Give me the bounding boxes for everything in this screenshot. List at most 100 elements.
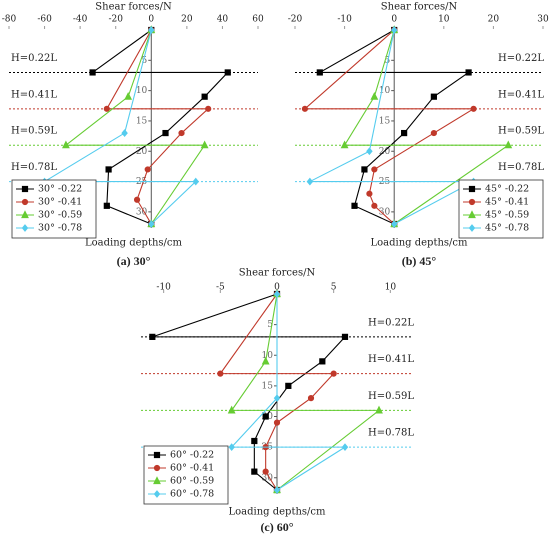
chart: Shear forces/N -80 -60 -40 -20 0 20 40 60 5 10 15 20…: [2, 2, 264, 268]
marker: [192, 177, 200, 186]
legend-label: 45° -0.22: [485, 184, 529, 195]
marker: [504, 140, 513, 149]
marker: [330, 370, 337, 377]
x-tick-label: -20: [288, 15, 303, 25]
marker: [217, 370, 224, 377]
y-tick-label: 30: [379, 207, 391, 217]
marker: [273, 486, 281, 494]
marker: [251, 437, 258, 445]
legend-marker: [468, 224, 476, 232]
marker: [390, 26, 398, 34]
marker: [366, 190, 373, 197]
marker: [162, 129, 169, 137]
marker: [144, 166, 151, 173]
x-tick-label: -60: [37, 15, 52, 25]
marker: [351, 202, 358, 209]
level-label: H=0.78L: [498, 162, 544, 173]
y-tick-label: 10: [136, 86, 148, 96]
marker: [371, 202, 378, 209]
marker: [273, 394, 281, 403]
series-line: [317, 29, 471, 225]
marker: [124, 91, 133, 100]
legend-marker: [153, 490, 161, 498]
x-tick-label: 30: [537, 15, 549, 25]
marker: [430, 93, 437, 100]
y-tick-label: 10: [379, 86, 391, 96]
marker: [62, 140, 70, 149]
legend-label: 30° -0.41: [38, 197, 82, 208]
x-tick-label: 20: [488, 15, 500, 25]
y-tick-label: 5: [267, 320, 273, 330]
chart: Shear forces/N-10-5051051015202530H=0.22…: [141, 268, 414, 534]
marker: [470, 105, 477, 112]
level-label: H=0.41L: [498, 89, 544, 100]
legend-marker: [153, 476, 161, 485]
marker: [224, 69, 231, 76]
legend-label: 30° -0.59: [38, 210, 82, 221]
marker: [178, 129, 185, 137]
legend-marker: [468, 210, 476, 219]
legend-label: 45° -0.59: [485, 210, 529, 221]
marker: [89, 69, 96, 76]
y-tick-label: 30: [136, 207, 148, 217]
marker: [273, 419, 281, 426]
level-label: H=0.41L: [368, 354, 414, 365]
series-line: [105, 29, 210, 225]
legend: 30° -0.22 30° -0.41 30° -0.59 30° -0.78: [11, 179, 97, 239]
caption: (a) 30°: [117, 254, 151, 268]
x-tick-label: 5: [331, 283, 337, 293]
y-axis-title: Loading depths/cm: [85, 238, 183, 249]
series-line: [309, 29, 474, 225]
marker: [148, 26, 155, 34]
marker: [228, 443, 235, 452]
level-label: H=0.59L: [11, 126, 57, 137]
legend-marker: [468, 185, 476, 193]
y-tick-label: 30: [262, 473, 274, 483]
marker: [340, 140, 349, 149]
marker: [366, 147, 373, 156]
x-tick-label: -10: [156, 283, 171, 293]
legend-marker: [153, 451, 161, 459]
chart: Shear forces/N-20 -10 0 10 20 3051015202530H=…: [288, 2, 549, 268]
x-tick-label: 40: [217, 15, 229, 25]
x-tick-label: -10: [337, 15, 352, 25]
legend: 60° -0.22 60° -0.41 60° -0.59 60° -0.78: [143, 445, 229, 505]
level-label: H=0.22L: [368, 317, 414, 328]
marker: [341, 443, 349, 452]
y-tick-label: 10: [262, 351, 274, 361]
legend-label: 60° -0.41: [170, 463, 214, 474]
marker: [105, 166, 112, 173]
x-tick-label: -40: [73, 15, 88, 25]
series-line: [230, 293, 381, 491]
series-line: [90, 29, 230, 225]
x-axis-title: Shear forces/N: [239, 268, 316, 279]
marker: [430, 129, 437, 137]
level-label: H=0.41L: [11, 89, 57, 100]
marker: [306, 177, 314, 186]
y-axis-title: Loading depths/cm: [228, 507, 326, 518]
caption: (c) 60°: [260, 520, 293, 534]
x-tick-label: 10: [438, 15, 450, 25]
x-tick-label: -5: [216, 283, 225, 293]
legend-marker: [153, 464, 161, 472]
level-label: H=0.22L: [11, 53, 57, 64]
y-tick-label: 15: [379, 116, 391, 126]
legend-marker: [21, 210, 29, 219]
x-tick-label: 10: [385, 283, 397, 293]
marker: [370, 91, 379, 100]
marker: [149, 333, 156, 340]
marker: [148, 220, 155, 228]
marker: [361, 166, 368, 173]
marker: [121, 129, 128, 137]
legend-label: 30° -0.22: [38, 184, 82, 195]
x-tick-label: -80: [2, 15, 17, 25]
level-label: H=0.78L: [11, 162, 57, 173]
x-tick-label: 0: [148, 15, 154, 25]
marker: [261, 356, 270, 365]
marker: [103, 202, 110, 209]
series-line: [230, 294, 347, 491]
marker: [375, 405, 383, 414]
marker: [103, 105, 110, 112]
y-tick-label: 15: [262, 381, 274, 391]
marker: [201, 93, 208, 100]
